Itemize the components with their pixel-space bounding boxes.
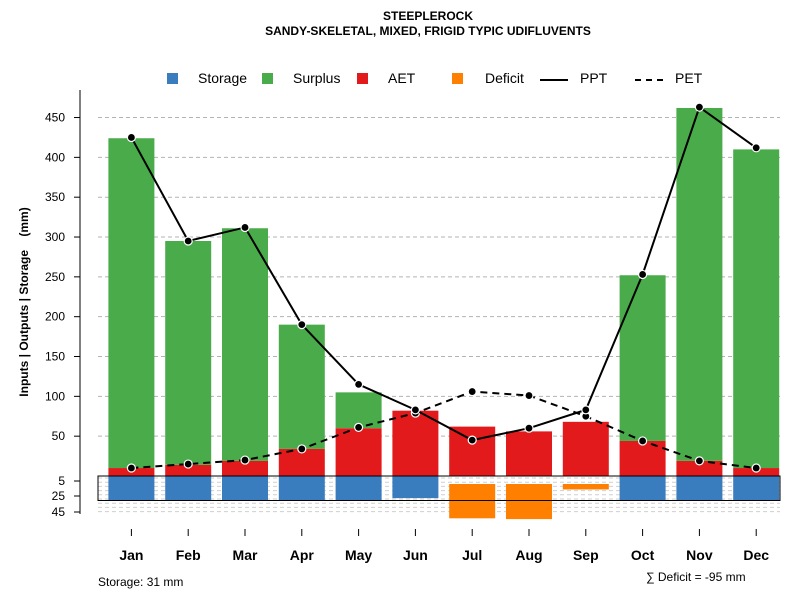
- legend-surplus-swatch: [262, 73, 273, 84]
- y-tick-label-350: 350: [45, 190, 65, 204]
- pet-point-dec: [751, 463, 761, 473]
- legend-pet-line: [635, 79, 663, 81]
- x-tick-label-may: May: [345, 547, 372, 563]
- aet-bar-may: [335, 428, 382, 476]
- aet-bar-sep: [562, 421, 609, 476]
- y-tick-label-250: 250: [45, 270, 65, 284]
- ppt-point-jul: [467, 435, 477, 445]
- storage-note: Storage: 31 mm: [98, 575, 184, 589]
- storage-bar-may: [335, 476, 382, 501]
- ppt-point-aug: [524, 423, 534, 433]
- chart-title: STEEPLEROCK: [382, 9, 473, 23]
- storage-bar-jun: [392, 476, 439, 499]
- pet-line: [131, 390, 757, 470]
- pet-point-nov: [694, 456, 705, 466]
- storage-bar-oct: [619, 476, 666, 501]
- legend-aet-label: AET: [388, 70, 416, 86]
- storage-bar-mar: [222, 476, 268, 501]
- x-tick-label-aug: Aug: [515, 547, 542, 563]
- storage-bar-feb: [165, 476, 212, 501]
- y-tick-label-200: 200: [45, 310, 65, 324]
- legend-deficit-swatch: [452, 73, 463, 84]
- ppt-point-oct: [637, 269, 648, 280]
- x-tick-label-mar: Mar: [233, 547, 258, 563]
- x-tick-label-jul: Jul: [462, 547, 482, 563]
- ppt-point-feb: [183, 236, 193, 246]
- deficit-bar-aug: [506, 484, 552, 520]
- chart-subtitle: SANDY-SKELETAL, MIXED, FRIGID TYPIC UDIF…: [265, 24, 591, 38]
- legend-storage-swatch: [167, 73, 178, 84]
- aet-bar-nov: [676, 460, 723, 476]
- storage-tick-label-5: 5: [58, 474, 65, 488]
- storage-bar-jan: [108, 476, 155, 501]
- deficit-note: ∑ Deficit = -95 mm: [646, 570, 746, 584]
- surplus-bar-apr: [278, 324, 325, 449]
- ppt-point-sep: [581, 405, 591, 415]
- surplus-bar-oct: [619, 275, 666, 441]
- pet-point-may: [354, 422, 364, 433]
- ppt-point-jan: [126, 132, 136, 143]
- deficit-bar-jul: [449, 484, 496, 519]
- storage-tick-label-45: 45: [52, 505, 66, 519]
- x-tick-label-jan: Jan: [119, 547, 143, 563]
- deficit-bar-sep: [562, 484, 609, 490]
- surplus-bar-feb: [165, 241, 212, 465]
- x-tick-label-oct: Oct: [631, 547, 655, 563]
- pet-point-jan: [126, 463, 136, 473]
- y-tick-label-400: 400: [45, 150, 65, 164]
- y-tick-label-50: 50: [52, 429, 66, 443]
- pet-point-mar: [240, 455, 250, 465]
- aet-bar-oct: [619, 440, 666, 476]
- aet-bar-aug: [506, 431, 552, 476]
- storage-bar-apr: [278, 476, 325, 501]
- y-tick-label-150: 150: [45, 350, 65, 364]
- surplus-bar-dec: [733, 149, 780, 469]
- x-tick-label-dec: Dec: [743, 547, 769, 563]
- ppt-point-mar: [240, 222, 250, 233]
- y-tick-label-100: 100: [45, 389, 65, 403]
- legend-storage-label: Storage: [198, 70, 248, 86]
- ppt-point-jun: [410, 405, 420, 415]
- pet-point-aug: [524, 390, 534, 401]
- aet-bar-jun: [392, 410, 439, 476]
- aet-bar-mar: [222, 460, 268, 476]
- ppt-point-dec: [751, 143, 761, 153]
- ppt-line: [130, 105, 757, 442]
- surplus-bar-jan: [108, 138, 155, 469]
- surplus-bar-may: [335, 392, 382, 429]
- y-axis-label: Inputs | Outputs | Storage (mm): [17, 207, 31, 396]
- pet-point-apr: [297, 444, 307, 454]
- x-tick-label-apr: Apr: [290, 547, 315, 563]
- legend-ppt-line: [540, 79, 568, 81]
- ppt-point-may: [354, 379, 364, 389]
- surplus-bar-mar: [222, 228, 268, 461]
- legend-pet-label: PET: [675, 70, 703, 86]
- legend-ppt-label: PPT: [580, 70, 608, 86]
- x-tick-label-sep: Sep: [573, 547, 599, 563]
- x-tick-label-nov: Nov: [686, 547, 713, 563]
- storage-bar-dec: [733, 476, 780, 501]
- storage-capacity-box: [97, 475, 781, 501]
- surplus-bar-nov: [676, 107, 723, 461]
- aet-bar-feb: [165, 464, 212, 476]
- aet-bar-jul: [449, 426, 496, 476]
- legend-deficit-label: Deficit: [485, 70, 524, 86]
- y-tick-label-450: 450: [45, 111, 65, 125]
- storage-bar-nov: [676, 476, 723, 501]
- pet-point-feb: [183, 459, 193, 469]
- pet-point-jul: [467, 386, 477, 397]
- ppt-point-nov: [694, 102, 705, 112]
- ppt-point-apr: [297, 320, 307, 330]
- storage-tick-label-25: 25: [52, 489, 66, 503]
- legend-surplus-label: Surplus: [293, 70, 341, 86]
- pet-point-oct: [637, 436, 648, 446]
- y-tick-label-300: 300: [45, 230, 65, 244]
- legend-aet-swatch: [357, 73, 368, 84]
- x-tick-label-feb: Feb: [176, 547, 201, 563]
- x-tick-label-jun: Jun: [403, 547, 428, 563]
